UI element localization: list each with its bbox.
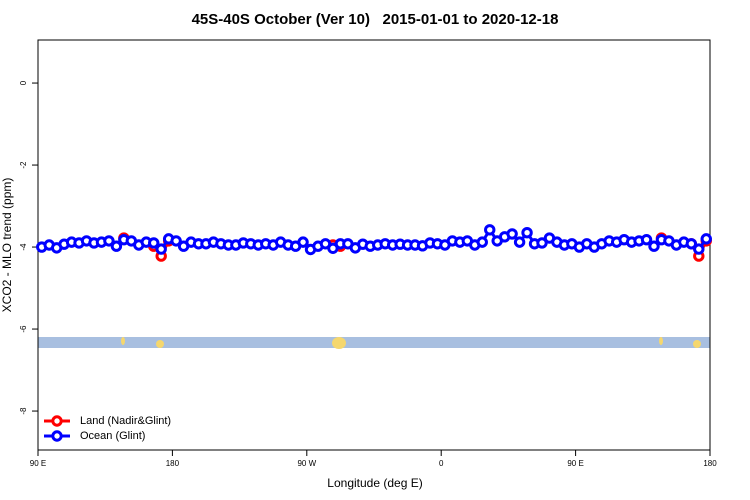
data-point (640, 233, 653, 246)
legend-marker (51, 415, 63, 427)
data-point (484, 224, 496, 236)
x-tick-label: 90 E (30, 459, 46, 468)
data-point (648, 240, 660, 252)
data-point (536, 237, 548, 249)
y-tick-label: -6 (19, 325, 28, 333)
data-point (693, 243, 705, 255)
x-tick-label: 180 (703, 459, 717, 468)
data-point (155, 243, 167, 255)
data-point (700, 233, 712, 245)
x-tick-label: 180 (166, 459, 180, 468)
x-axis-label: Longitude (deg E) (327, 476, 422, 490)
y-tick-label: -8 (19, 407, 28, 415)
y-axis-label: XCO2 - MLO trend (ppm) (0, 178, 14, 313)
data-point (476, 236, 488, 248)
land-mask (38, 337, 710, 349)
data-point (506, 228, 518, 240)
data-point (148, 237, 160, 249)
x-tick-label: 90 W (297, 459, 316, 468)
data-point (170, 235, 182, 247)
data-point (297, 236, 309, 248)
legend-label: Ocean (Glint) (80, 430, 145, 442)
x-tick-label: 0 (439, 459, 444, 468)
data-point (103, 235, 115, 247)
x-tick-label: 90 E (567, 459, 583, 468)
data-point (685, 238, 698, 250)
data-point (521, 227, 533, 239)
y-tick-label: -2 (19, 161, 28, 169)
y-tick-label: -4 (19, 243, 28, 251)
data-point (110, 240, 123, 252)
data-point (513, 236, 526, 248)
y-tick-label: 0 (19, 80, 28, 85)
legend-label: Land (Nadir&Glint) (80, 415, 171, 427)
chart-title: 45S-40S October (Ver 10) 2015-01-01 to 2… (192, 11, 559, 28)
legend-marker (51, 430, 63, 442)
